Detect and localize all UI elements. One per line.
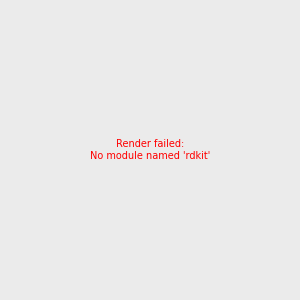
Text: Render failed:
No module named 'rdkit': Render failed: No module named 'rdkit' (90, 139, 210, 161)
